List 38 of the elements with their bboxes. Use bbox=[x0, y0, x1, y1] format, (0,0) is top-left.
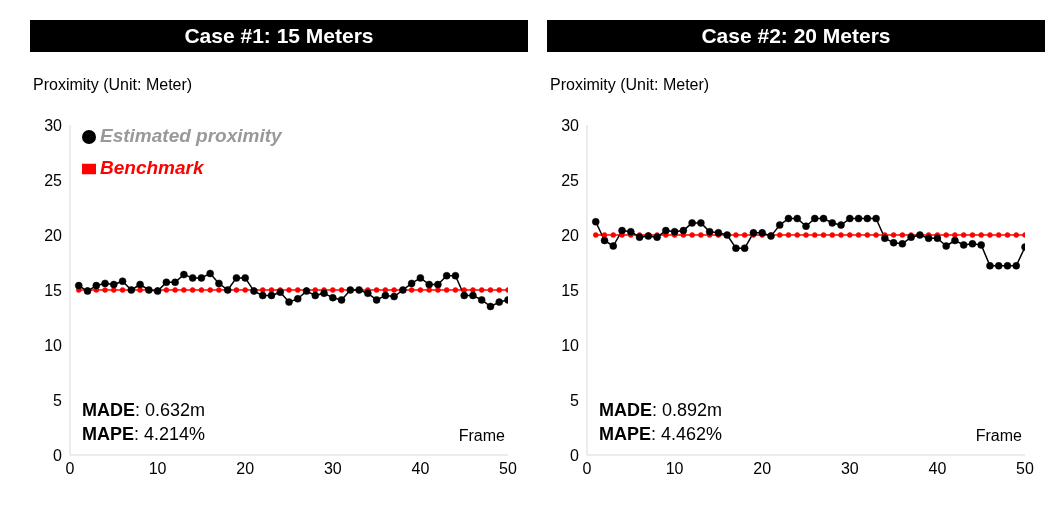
y-tick-label: 10 bbox=[44, 336, 63, 354]
x-tick-label: 10 bbox=[148, 460, 167, 478]
y-tick-label: 15 bbox=[44, 281, 63, 299]
annotation: MAPE: 4.462% bbox=[599, 423, 723, 446]
chart-title: Case #1: 15 Meters bbox=[30, 20, 528, 52]
y-tick-label: 30 bbox=[44, 116, 63, 134]
legend-label: Benchmark bbox=[100, 157, 204, 178]
y-tick-label: 25 bbox=[561, 171, 580, 189]
x-tick-label: 0 bbox=[65, 460, 75, 478]
x-tick-label: 20 bbox=[236, 460, 255, 478]
x-tick-label: 30 bbox=[840, 460, 859, 478]
x-tick-label: 20 bbox=[753, 460, 772, 478]
x-axis-title: Frame bbox=[975, 427, 1022, 445]
y-tick-label: 20 bbox=[561, 226, 580, 244]
y-axis-title: Proximity (Unit: Meter) bbox=[33, 76, 193, 94]
x-tick-label: 40 bbox=[928, 460, 947, 478]
y-tick-label: 5 bbox=[53, 391, 63, 409]
y-tick-label: 5 bbox=[570, 391, 580, 409]
x-tick-label: 10 bbox=[665, 460, 684, 478]
annotation: MADE: 0.632m bbox=[82, 399, 206, 422]
x-tick-label: 0 bbox=[582, 460, 592, 478]
y-tick-label: 20 bbox=[44, 226, 63, 244]
chart-title: Case #2: 20 Meters bbox=[547, 20, 1045, 52]
y-tick-label: 10 bbox=[561, 336, 580, 354]
x-tick-label: 50 bbox=[499, 460, 517, 478]
y-tick-label: 0 bbox=[53, 446, 63, 464]
y-tick-label: 15 bbox=[561, 281, 580, 299]
x-tick-label: 50 bbox=[1016, 460, 1034, 478]
y-tick-label: 25 bbox=[44, 171, 63, 189]
x-tick-label: 40 bbox=[411, 460, 430, 478]
y-tick-label: 0 bbox=[570, 446, 580, 464]
annotation: MADE: 0.892m bbox=[599, 399, 723, 422]
x-axis-title: Frame bbox=[458, 427, 505, 445]
legend-label: Estimated proximity bbox=[100, 125, 282, 146]
annotation: MAPE: 4.214% bbox=[82, 423, 206, 446]
x-tick-label: 30 bbox=[323, 460, 342, 478]
y-axis-title: Proximity (Unit: Meter) bbox=[550, 76, 710, 94]
y-tick-label: 30 bbox=[561, 116, 580, 134]
